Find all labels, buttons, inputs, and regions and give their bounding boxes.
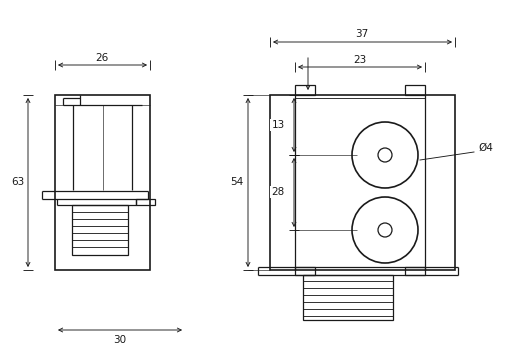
Text: 26: 26 (95, 53, 109, 63)
Text: 54: 54 (230, 177, 244, 187)
Bar (270, 95, 455, 270)
Text: 37: 37 (355, 29, 369, 39)
Text: 63: 63 (11, 177, 24, 187)
Text: Ø4: Ø4 (478, 143, 493, 153)
Text: 23: 23 (354, 55, 367, 65)
Text: 28: 28 (271, 187, 284, 197)
Bar (55, 95, 150, 270)
Bar (405, 267, 425, 275)
Bar (405, 85, 425, 95)
Text: 30: 30 (113, 335, 126, 345)
Text: 13: 13 (271, 120, 284, 130)
Bar (295, 85, 315, 95)
Bar (72, 205, 128, 255)
Bar (295, 267, 315, 275)
Bar (295, 98, 425, 267)
Bar (303, 275, 393, 320)
Bar (136, 199, 155, 205)
